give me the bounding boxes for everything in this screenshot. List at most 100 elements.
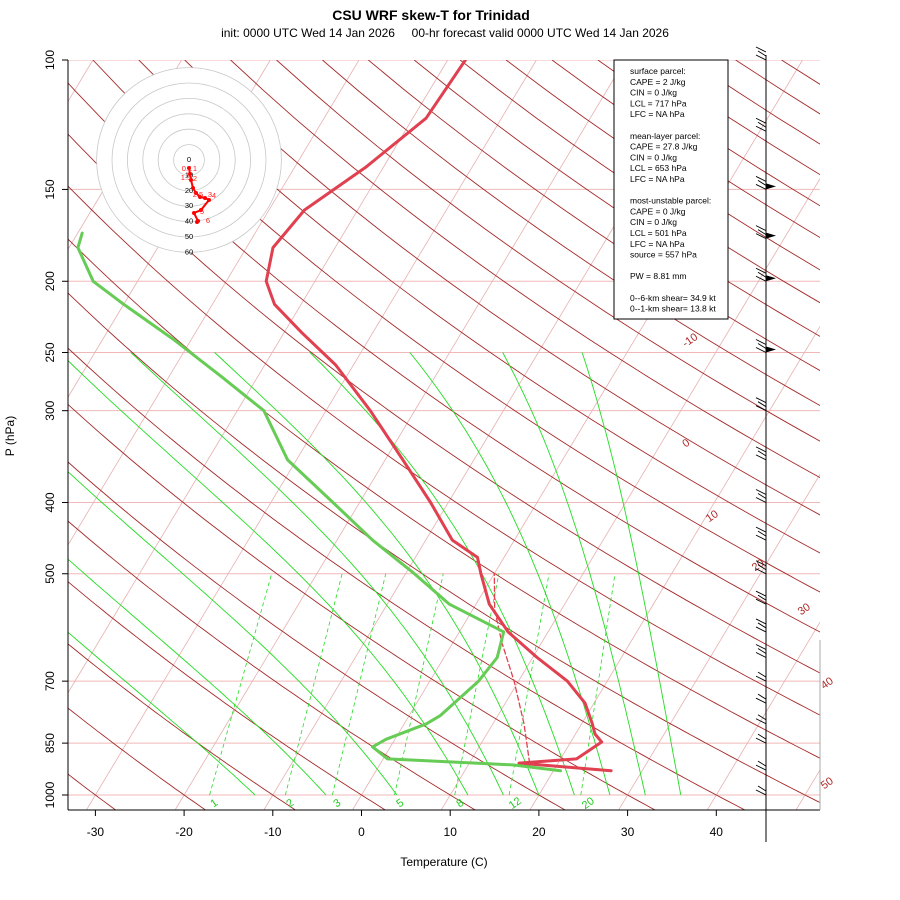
wind-barb-feather [755,117,767,124]
wind-barb [755,526,767,541]
isotherm-line [85,60,537,810]
moist-adiabat-line [68,471,398,796]
wind-barb-feather [757,493,767,499]
isotherm-label: 10 [704,508,721,525]
wind-barb-feather [755,347,767,353]
isotherm-line [440,177,820,810]
mixing-ratio-line [580,573,616,796]
x-tick-label: 30 [621,825,635,839]
chart-subtitle: init: 0000 UTC Wed 14 Jan 2026 00-hr for… [221,26,669,40]
mixing-ratio-label: 1 [208,797,220,810]
isotherm-line [352,60,803,810]
hodograph-point [194,191,198,195]
wind-barb [755,489,767,503]
dry-adiabat-line [184,60,820,516]
hodograph-point [189,178,193,182]
wind-barb-feather [757,121,767,128]
hodograph-ring-label: 30 [185,201,193,210]
wind-barb [755,785,767,796]
temperature-curve [264,60,613,773]
wind-barb-feather [755,560,767,567]
wind-barbs [755,46,776,842]
info-line: LFC = NA hPa [630,174,685,184]
mixing-ratio-line [331,573,387,796]
y-axis-label: P (hPa) [3,416,17,456]
info-line: LCL = 653 hPa [630,163,687,173]
curves-clipped [76,60,613,773]
info-line: PW = 8.81 mm [630,271,686,281]
hodograph-point-label: 1 [193,164,197,173]
x-tick-label: -30 [87,825,105,839]
y-tick-label: 500 [43,563,57,583]
dry-adiabat-line [368,60,820,372]
wind-barb-feather [755,737,767,744]
wind-barb [755,225,776,240]
wind-barb-feather [755,125,767,132]
wind-barb-feather [757,564,767,571]
hodograph-ring-label: 60 [185,247,193,256]
dry-adiabat-line [92,60,820,593]
wind-barb-feather [755,46,767,53]
wind-barb-feather [755,568,767,575]
mixing-ratio-line [508,573,550,796]
dry-adiabat-line [68,82,820,633]
info-line: CAPE = 0 J/kg [630,206,686,216]
moist-adiabat-line [214,352,540,796]
mixing-ratio-label: 5 [394,797,406,810]
isotherm-label: 50 [819,775,836,792]
wind-barb-feather [757,401,767,408]
wind-barb-feather [755,54,767,61]
hodograph-point-label: 3 [208,190,212,199]
wind-barb-feather [757,50,767,57]
hodograph-ring-label: 40 [185,217,193,226]
info-line: LCL = 501 hPa [630,228,687,238]
wind-barb-feather [755,652,767,658]
moist-adiabat-line [68,558,327,796]
mixing-ratio-label: 2 [284,797,296,810]
moist-adiabat-line [309,352,575,796]
isotherm-label: -10 [680,331,700,350]
wind-barb [755,644,767,658]
y-tick-label: 400 [43,492,57,512]
wind-barb [755,46,767,61]
hodograph-point [203,196,207,200]
y-tick-label: 850 [43,733,57,753]
mixing-ratio-label: 20 [580,795,597,812]
wind-barb-feather [757,343,767,349]
dry-adiabat-line [735,60,820,115]
dry-adiabat-line [68,461,566,810]
background-lines [68,60,820,810]
info-line: source = 557 hPa [630,250,697,260]
x-tick-label: 10 [444,825,458,839]
isotherm-line [529,325,820,810]
wind-barb-feather [757,693,767,700]
wind-barb [755,590,767,605]
profile-curves [76,60,613,773]
hodograph-point [198,195,202,199]
wind-barb [755,733,767,744]
dry-adiabat-line [276,60,820,442]
wind-barb-feather [755,225,767,232]
info-line: most-unstable parcel: [630,196,711,206]
info-line: CAPE = 27.8 J/kg [630,142,698,152]
mixing-ratio-label: 12 [507,795,524,812]
wind-barb-feather [757,180,767,186]
hodograph-ring-label: 20 [185,186,193,195]
wind-barb-feather [757,733,767,740]
dry-adiabat-line [138,60,820,554]
hodograph-ring [157,128,221,192]
wind-barb-flag [766,346,776,353]
wind-barb-feather [755,675,767,682]
hodograph-ring [96,67,282,253]
moist-adiabat-line [68,360,469,796]
dry-adiabat-line [68,292,820,804]
y-tick-label: 250 [43,342,57,362]
wind-barb-feather [757,622,767,629]
hodograph-point [192,211,196,215]
wind-barb-feather [755,534,767,541]
hodograph-ring-label: 0 [187,155,191,164]
x-tick-label: 0 [358,825,365,839]
